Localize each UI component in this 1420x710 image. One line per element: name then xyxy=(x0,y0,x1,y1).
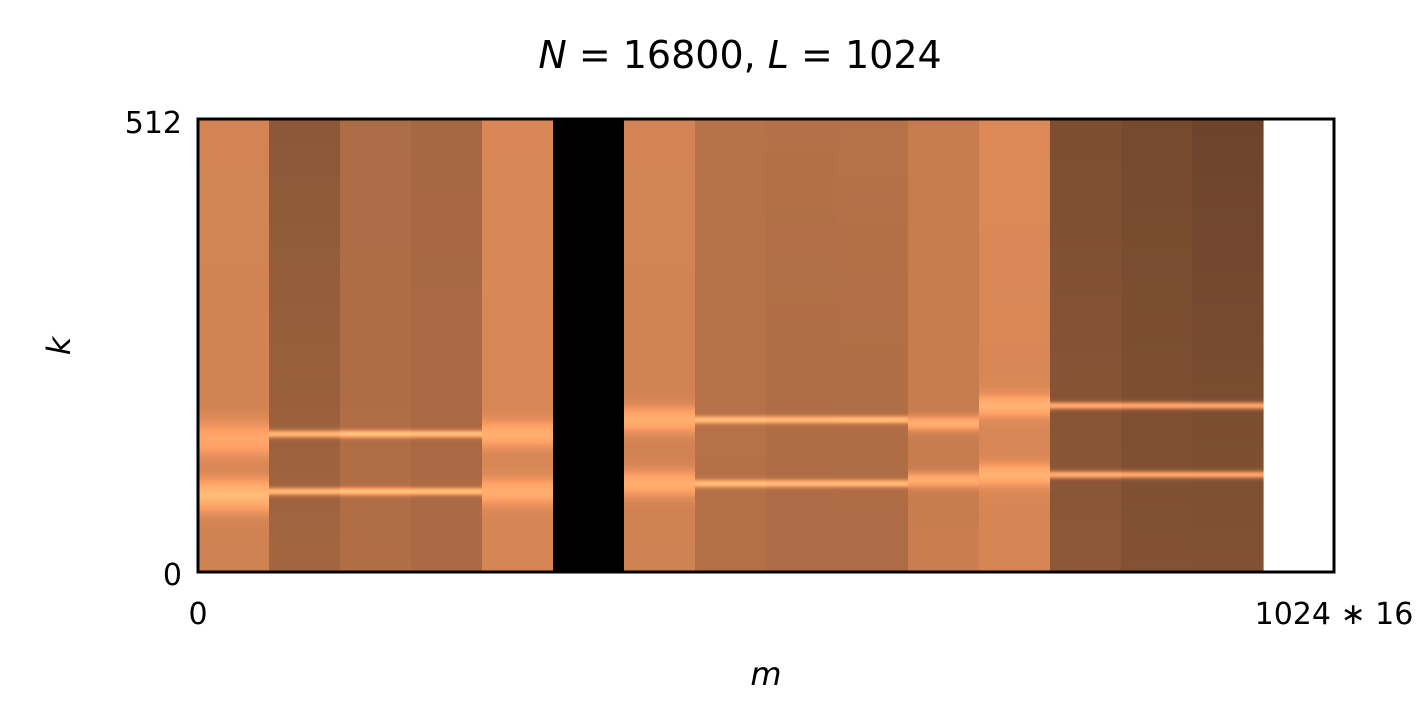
spectrogram-frame-13 xyxy=(1121,119,1193,572)
title-eq-l: = 1024 xyxy=(789,33,942,77)
y-tick-min: 0 xyxy=(163,558,182,593)
spectrogram-frame-12 xyxy=(1050,119,1122,572)
plot-frame xyxy=(196,117,1336,574)
chart-title: N = 16800, L = 1024 xyxy=(538,33,941,77)
spectrogram-frame-6 xyxy=(624,119,696,572)
spectrogram-frame-8 xyxy=(766,119,838,572)
title-eq-n: = 16800, xyxy=(567,33,768,77)
spectrogram-frame-10 xyxy=(908,119,980,572)
spectrogram-frames xyxy=(198,119,1264,572)
y-axis-label: k xyxy=(40,335,78,355)
spectrogram-frame-9 xyxy=(837,119,909,572)
title-var-l: L xyxy=(768,33,789,77)
spectrogram-frame-4 xyxy=(482,119,554,572)
spectrogram-frame-11 xyxy=(979,119,1051,572)
spectrogram-frame-0 xyxy=(198,119,270,572)
spectrogram-frame-14 xyxy=(1192,119,1264,572)
spectrogram-frame-7 xyxy=(695,119,767,572)
y-tick-max: 512 xyxy=(125,106,182,141)
x-axis-label: m xyxy=(750,655,781,693)
spectrogram-frame-5 xyxy=(553,119,625,572)
spectrogram-frame-2 xyxy=(340,119,412,572)
spectrogram-frame-1 xyxy=(269,119,341,572)
x-tick-min: 0 xyxy=(188,597,207,632)
x-tick-max: 1024 ∗ 16 xyxy=(1255,597,1414,632)
spectrogram-frame-3 xyxy=(411,119,483,572)
title-var-n: N xyxy=(538,33,566,77)
